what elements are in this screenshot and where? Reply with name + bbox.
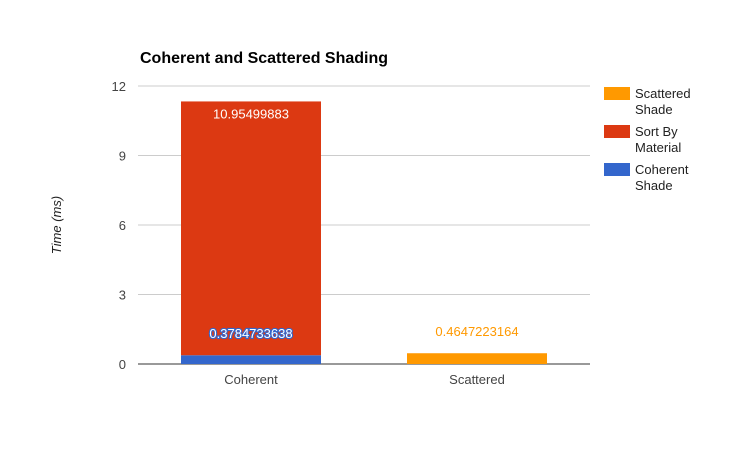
y-tick-label: 0: [119, 357, 126, 372]
data-label: 0.4647223164: [435, 324, 518, 339]
x-axis-ticks: Coherent Scattered: [224, 372, 505, 387]
y-tick-label: 3: [119, 288, 126, 303]
y-tick-label: 6: [119, 218, 126, 233]
bar-segment: [181, 355, 321, 364]
legend-swatch: [604, 87, 630, 100]
legend-swatch: [604, 163, 630, 176]
bars: [181, 101, 547, 364]
y-axis-ticks: 0 3 6 9 12: [112, 79, 126, 372]
x-tick-label: Scattered: [449, 372, 505, 387]
y-tick-label: 9: [119, 149, 126, 164]
y-tick-label: 12: [112, 79, 126, 94]
data-label: 0.3784733638: [209, 326, 292, 341]
legend-label: Coherent: [635, 162, 689, 177]
chart-title: Coherent and Scattered Shading: [140, 50, 388, 67]
bar-segment: [407, 353, 547, 364]
data-labels: 0.3784733638 10.95499883 0.4647223164: [208, 106, 518, 342]
x-tick-label: Coherent: [224, 372, 278, 387]
legend-label: Shade: [635, 102, 673, 117]
legend-label: Shade: [635, 178, 673, 193]
legend-label: Sort By: [635, 124, 678, 139]
legend-label: Material: [635, 140, 681, 155]
legend-label: Scattered: [635, 86, 691, 101]
y-axis-label: Time (ms): [49, 196, 64, 254]
bar-segment: [181, 101, 321, 356]
data-label: 10.95499883: [213, 106, 289, 121]
legend-swatch: [604, 125, 630, 138]
